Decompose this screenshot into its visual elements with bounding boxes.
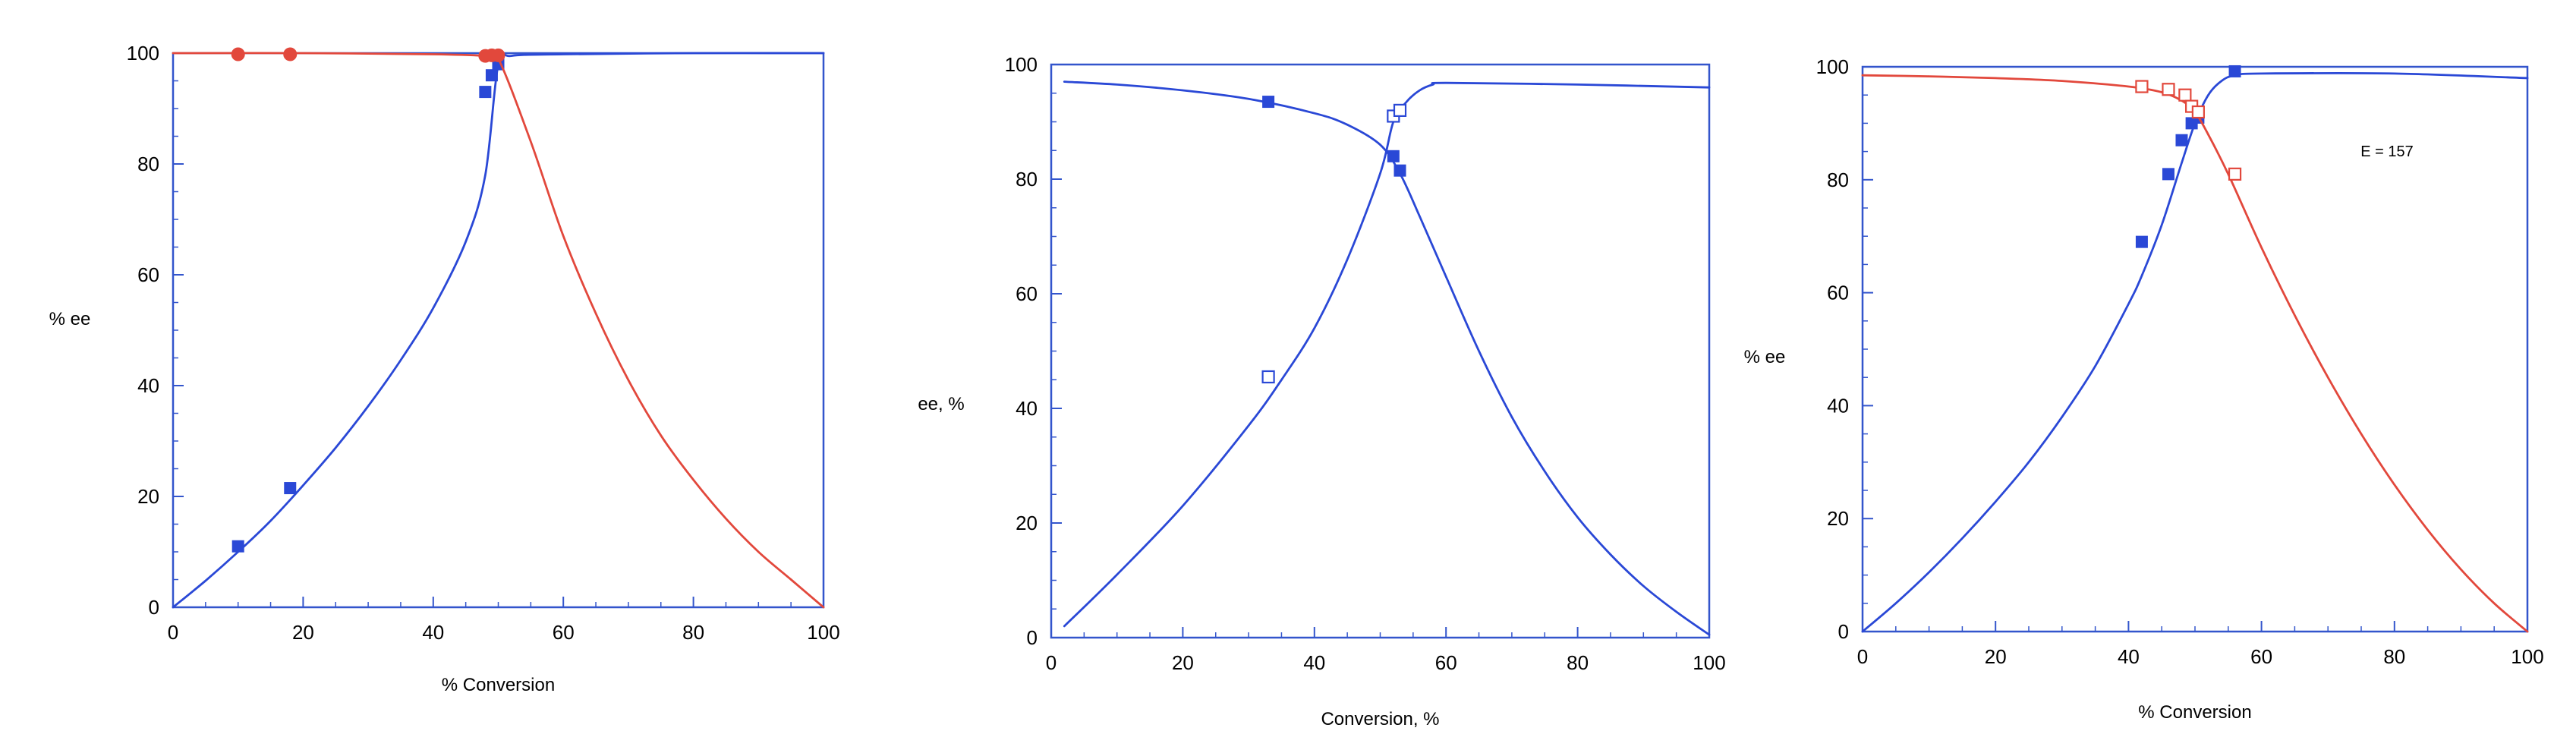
- data-point: [2162, 83, 2175, 96]
- x-tick-label: 40: [1303, 651, 1325, 674]
- y-tick-label: 60: [137, 263, 159, 286]
- data-point: [2135, 235, 2148, 248]
- y-tick-label: 60: [1827, 282, 1849, 304]
- x-tick-label: 80: [2383, 645, 2405, 668]
- y-tick-label: 40: [137, 374, 159, 397]
- x-tick-label: 100: [2511, 645, 2543, 668]
- data-point: [2228, 167, 2242, 181]
- y-tick-label: 20: [1827, 507, 1849, 530]
- x-tick-label: 80: [1567, 651, 1589, 674]
- y-tick-label: 100: [127, 42, 159, 65]
- data-point: [1393, 103, 1407, 117]
- data-point: [2228, 65, 2241, 77]
- annotation-label: E = 157: [2360, 143, 2414, 160]
- chart-3: 0 20 40 60 80 100 0 20 40 60 80 100 % Conversion % ee…: [1744, 55, 2544, 723]
- data-point: [1387, 150, 1400, 162]
- x-tick-label: 0: [168, 621, 178, 644]
- y-tick-label: 60: [1016, 282, 1038, 305]
- y-tick-label: 80: [137, 153, 159, 175]
- data-point: [2162, 168, 2174, 181]
- y-axis-label: % ee: [49, 309, 91, 329]
- data-point: [491, 48, 505, 62]
- y-tick-label: 20: [137, 485, 159, 508]
- plot-frame: [172, 52, 825, 609]
- data-point: [1262, 96, 1275, 109]
- y-tick-label: 100: [1005, 53, 1038, 76]
- x-tick-label: 40: [422, 621, 444, 644]
- data-point: [231, 47, 245, 61]
- series-1-line: [1063, 80, 1711, 636]
- x-tick-label: 20: [1172, 651, 1194, 674]
- series-2-line: [1861, 74, 2529, 633]
- y-tick-label: 20: [1016, 512, 1038, 534]
- y-tick-label: 0: [1838, 620, 1849, 643]
- x-tick-label: 100: [1693, 651, 1725, 674]
- series-2-line: [172, 50, 825, 609]
- x-axis-label: Conversion, %: [1321, 709, 1439, 729]
- x-tick-label: 100: [807, 621, 839, 644]
- x-tick-label: 60: [2250, 645, 2272, 668]
- series-1-line: [1861, 71, 2529, 633]
- y-tick-label: 40: [1016, 397, 1038, 420]
- chart-2: 0 20 40 60 80 100 0 20 40 60 80 100 Conversion, % ee,…: [918, 53, 1725, 729]
- data-point: [2135, 80, 2149, 93]
- plot-frame: [1861, 65, 2529, 633]
- x-axis-label: % Conversion: [442, 675, 555, 695]
- y-tick-label: 0: [149, 596, 159, 619]
- data-point: [1261, 370, 1275, 384]
- data-point: [1393, 164, 1406, 177]
- x-tick-label: 40: [2118, 645, 2140, 668]
- chart-1: 0 20 40 60 80 100 0 20 40 60 80 100 % Conversion % ee: [49, 42, 840, 695]
- y-tick-label: 0: [1027, 626, 1038, 649]
- x-tick-label: 60: [553, 621, 575, 644]
- y-tick-label: 80: [1827, 169, 1849, 191]
- y-tick-label: 40: [1827, 394, 1849, 417]
- data-point: [2178, 88, 2192, 102]
- series-1-line: [172, 52, 825, 609]
- y-tick-label: 100: [1816, 55, 1849, 78]
- y-tick-label: 80: [1016, 168, 1038, 191]
- data-point: [2175, 134, 2188, 147]
- plot-frame: [1050, 63, 1711, 639]
- y-axis-label: ee, %: [918, 394, 964, 414]
- data-point: [485, 69, 498, 82]
- series-2-line: [1063, 81, 1711, 628]
- x-tick-label: 0: [1046, 651, 1057, 674]
- y-axis-label: % ee: [1744, 347, 1786, 367]
- data-point: [479, 86, 492, 99]
- data-point: [283, 47, 298, 61]
- x-tick-label: 80: [682, 621, 704, 644]
- data-point: [284, 482, 297, 495]
- data-point: [231, 540, 244, 553]
- data-point: [2191, 105, 2205, 119]
- x-tick-label: 20: [1985, 645, 2007, 668]
- x-axis-label: % Conversion: [2138, 702, 2251, 723]
- x-tick-label: 20: [292, 621, 314, 644]
- x-tick-label: 0: [1857, 645, 1868, 668]
- x-tick-label: 60: [1435, 651, 1457, 674]
